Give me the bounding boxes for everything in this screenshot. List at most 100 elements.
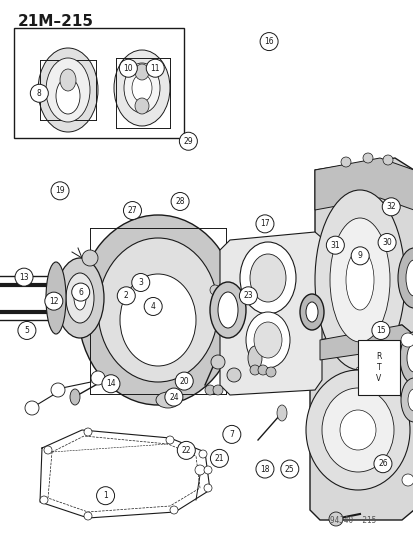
Ellipse shape xyxy=(328,512,342,526)
Ellipse shape xyxy=(84,512,92,520)
Text: 21M–215: 21M–215 xyxy=(18,14,94,29)
Text: 23: 23 xyxy=(243,292,253,300)
Ellipse shape xyxy=(119,59,137,77)
Ellipse shape xyxy=(171,192,189,211)
Ellipse shape xyxy=(299,294,323,330)
Ellipse shape xyxy=(325,236,344,254)
Ellipse shape xyxy=(339,410,375,450)
Polygon shape xyxy=(314,158,413,210)
Ellipse shape xyxy=(218,292,237,328)
Text: 10: 10 xyxy=(123,64,133,72)
Ellipse shape xyxy=(144,297,162,316)
Polygon shape xyxy=(309,325,413,520)
Text: 2: 2 xyxy=(123,292,128,300)
Ellipse shape xyxy=(266,367,275,377)
Ellipse shape xyxy=(66,273,94,323)
Ellipse shape xyxy=(71,283,90,301)
Text: 18: 18 xyxy=(260,465,269,473)
Ellipse shape xyxy=(240,242,295,314)
Ellipse shape xyxy=(209,282,245,338)
Text: 13: 13 xyxy=(19,273,29,281)
Ellipse shape xyxy=(381,198,399,216)
Ellipse shape xyxy=(78,215,237,405)
Ellipse shape xyxy=(51,383,65,397)
Ellipse shape xyxy=(407,389,413,411)
Ellipse shape xyxy=(211,355,224,369)
Ellipse shape xyxy=(204,484,211,492)
Text: 8: 8 xyxy=(37,89,42,98)
Ellipse shape xyxy=(46,58,90,122)
Ellipse shape xyxy=(146,59,164,77)
Text: 14: 14 xyxy=(106,379,116,388)
Text: 20: 20 xyxy=(179,377,189,385)
Ellipse shape xyxy=(305,370,409,490)
Ellipse shape xyxy=(249,365,259,375)
Bar xyxy=(14,28,183,138)
Text: 5: 5 xyxy=(24,326,29,335)
Text: 24: 24 xyxy=(169,393,178,401)
Ellipse shape xyxy=(102,375,120,393)
Ellipse shape xyxy=(397,248,413,308)
Text: 7: 7 xyxy=(229,430,234,439)
Text: 4: 4 xyxy=(150,302,155,311)
Ellipse shape xyxy=(82,250,98,266)
Ellipse shape xyxy=(209,285,219,295)
Text: 31: 31 xyxy=(330,241,339,249)
Text: 94J40  215: 94J40 215 xyxy=(329,516,375,525)
Ellipse shape xyxy=(179,132,197,150)
Ellipse shape xyxy=(373,455,391,473)
Ellipse shape xyxy=(91,371,105,385)
Ellipse shape xyxy=(135,64,149,80)
Ellipse shape xyxy=(276,405,286,421)
Ellipse shape xyxy=(345,250,373,310)
Text: 30: 30 xyxy=(381,238,391,247)
Ellipse shape xyxy=(164,388,183,406)
Ellipse shape xyxy=(132,74,152,102)
Text: 25: 25 xyxy=(284,465,294,473)
Text: 28: 28 xyxy=(175,197,184,206)
Ellipse shape xyxy=(247,346,261,370)
Ellipse shape xyxy=(177,441,195,459)
Ellipse shape xyxy=(371,321,389,340)
Ellipse shape xyxy=(399,332,413,384)
Ellipse shape xyxy=(350,247,368,265)
Text: 12: 12 xyxy=(49,297,58,305)
Ellipse shape xyxy=(255,460,273,478)
Text: 32: 32 xyxy=(385,203,395,211)
Text: 19: 19 xyxy=(55,187,65,195)
Ellipse shape xyxy=(255,215,273,233)
Ellipse shape xyxy=(400,378,413,422)
Bar xyxy=(357,340,399,395)
Ellipse shape xyxy=(135,98,149,114)
Text: 15: 15 xyxy=(375,326,385,335)
Text: 9: 9 xyxy=(357,252,362,260)
Text: 26: 26 xyxy=(377,459,387,468)
Ellipse shape xyxy=(15,268,33,286)
Ellipse shape xyxy=(84,428,92,436)
Ellipse shape xyxy=(405,260,413,296)
Ellipse shape xyxy=(46,262,66,334)
Ellipse shape xyxy=(212,385,223,395)
Ellipse shape xyxy=(340,157,350,167)
Text: 1: 1 xyxy=(103,491,108,500)
Ellipse shape xyxy=(56,78,80,114)
Ellipse shape xyxy=(195,465,204,475)
Ellipse shape xyxy=(204,466,211,474)
Ellipse shape xyxy=(377,233,395,252)
Ellipse shape xyxy=(170,506,178,514)
Ellipse shape xyxy=(114,50,170,126)
Text: 17: 17 xyxy=(259,220,269,228)
Ellipse shape xyxy=(45,292,63,310)
Ellipse shape xyxy=(382,155,392,165)
Text: V: V xyxy=(375,374,381,383)
Ellipse shape xyxy=(400,333,413,347)
Polygon shape xyxy=(319,325,413,360)
Ellipse shape xyxy=(280,460,298,478)
Text: 11: 11 xyxy=(150,64,159,72)
Ellipse shape xyxy=(60,69,76,91)
Ellipse shape xyxy=(257,365,267,375)
Text: R: R xyxy=(375,352,381,361)
Ellipse shape xyxy=(44,446,52,454)
Ellipse shape xyxy=(38,48,98,132)
Ellipse shape xyxy=(98,238,218,382)
